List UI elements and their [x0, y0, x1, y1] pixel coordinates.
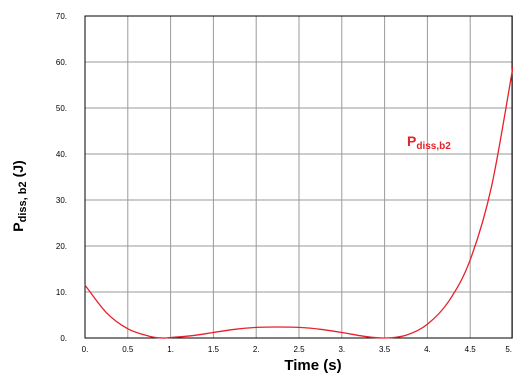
y-axis-label: Pdiss, b2 (J)	[10, 160, 29, 231]
y-tick-label: 0.	[60, 334, 67, 343]
x-tick-label: 2.5	[293, 345, 305, 354]
y-tick-labels: 0. 10. 20. 30. 40. 50. 60. 70.	[56, 12, 67, 343]
y-tick-label: 10.	[56, 288, 67, 297]
y-tick-label: 50.	[56, 104, 67, 113]
x-tick-label: 4.5	[465, 345, 477, 354]
x-tick-label: 4.	[424, 345, 431, 354]
x-tick-labels: 0. 0.5 1. 1.5 2. 2.5 3. 3.5 4. 4.5 5.	[82, 345, 512, 354]
y-axis-label-main: P	[10, 222, 26, 231]
series-line	[84, 66, 513, 339]
x-tick-label: 5.	[505, 345, 512, 354]
x-tick-label: 1.5	[208, 345, 220, 354]
x-tick-label: 2.	[253, 345, 260, 354]
grid	[84, 15, 513, 339]
series-annotation: Pdiss,b2	[407, 133, 451, 152]
series-annotation-sub: diss,b2	[416, 141, 451, 152]
x-tick-label: 1.	[167, 345, 174, 354]
y-tick-label: 30.	[56, 196, 67, 205]
y-axis-label-unit: (J)	[10, 160, 26, 177]
x-tick-label: 0.5	[122, 345, 134, 354]
x-axis-label: Time (s)	[284, 357, 341, 374]
y-tick-label: 20.	[56, 242, 67, 251]
y-axis-label-sub: diss, b2	[17, 181, 29, 222]
y-tick-label: 70.	[56, 12, 67, 21]
y-tick-label: 60.	[56, 58, 67, 67]
x-tick-label: 3.	[338, 345, 345, 354]
x-tick-label: 3.5	[379, 345, 391, 354]
x-tick-label: 0.	[82, 345, 89, 354]
plot-frame	[84, 15, 513, 339]
series-annotation-main: P	[407, 133, 416, 149]
y-tick-label: 40.	[56, 150, 67, 159]
